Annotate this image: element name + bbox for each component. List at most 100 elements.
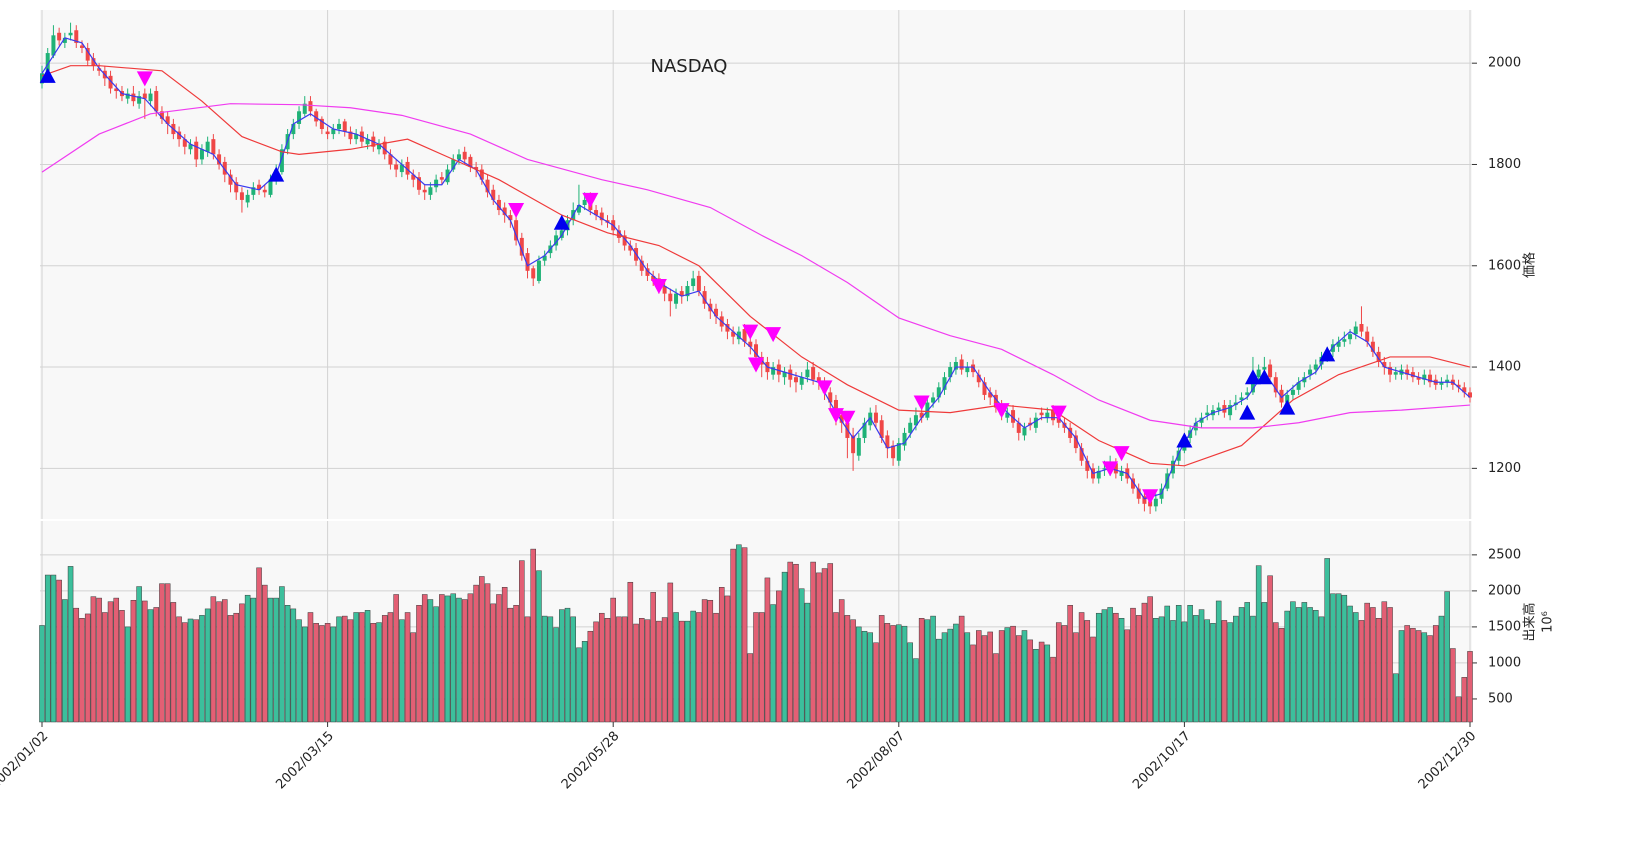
volume-bar	[1444, 591, 1450, 723]
candle-body	[1422, 374, 1427, 380]
candle-body	[297, 111, 302, 124]
y-tick-label: 2000	[1488, 583, 1521, 598]
volume-bar	[1078, 612, 1085, 723]
candle-body	[668, 293, 673, 302]
candle-body	[485, 179, 490, 193]
candle-body	[1290, 389, 1295, 395]
volume-bar	[479, 576, 485, 723]
sell-signal	[1113, 446, 1130, 462]
volume-bar	[239, 603, 245, 723]
volume-bar	[793, 563, 799, 723]
candle-body	[1245, 392, 1250, 395]
volume-bar	[1341, 594, 1348, 723]
candle-body	[182, 139, 187, 147]
candle-body	[685, 286, 690, 297]
candle-body	[1456, 384, 1461, 388]
y-tick-label: 1500	[1488, 619, 1521, 634]
volume-bar	[336, 616, 342, 723]
volume-bar	[1301, 602, 1308, 723]
candle-body	[1142, 496, 1147, 504]
candle-body	[714, 308, 719, 317]
volume-bar	[364, 610, 371, 723]
candle-body	[1176, 450, 1181, 461]
candle-body	[988, 392, 993, 398]
candle-body	[1376, 351, 1381, 362]
candle-body	[262, 189, 267, 193]
sell-signal	[582, 192, 599, 208]
volume-bar	[833, 612, 839, 723]
candle-body	[1439, 382, 1444, 385]
volume-bar	[1250, 615, 1256, 723]
volume-bar	[393, 594, 399, 723]
volume-bar	[216, 601, 222, 723]
volume-bar	[661, 617, 668, 723]
candle-body	[222, 161, 227, 175]
volume-bar	[381, 615, 388, 723]
candle-body	[1336, 341, 1341, 347]
volume-bar	[507, 607, 514, 723]
candle-body	[194, 141, 199, 160]
volume-bar	[821, 568, 828, 723]
candle-body	[811, 367, 816, 380]
volume-bar	[1015, 635, 1022, 723]
volume-bar	[953, 623, 959, 723]
volume-bar	[524, 616, 531, 723]
volume-bar	[621, 616, 628, 723]
candle-body	[62, 37, 67, 43]
candle-body	[1416, 377, 1421, 380]
volume-bar	[307, 612, 314, 723]
volume-bar	[1255, 565, 1262, 723]
volume-bar	[84, 613, 91, 723]
volume-bar	[1290, 601, 1296, 723]
candle-body	[839, 415, 844, 423]
volume-bar	[324, 623, 331, 723]
volume-bar	[204, 608, 211, 723]
y-tick-label: 2500	[1488, 547, 1521, 562]
candle-body	[325, 131, 330, 135]
y-axis-label: 価格	[1522, 252, 1538, 278]
candle-body	[91, 58, 96, 66]
volume-bar	[39, 625, 45, 723]
volume-bar	[490, 603, 497, 723]
volume-bar	[50, 574, 57, 723]
candle-body	[662, 286, 667, 294]
candle-body	[1313, 364, 1318, 370]
candle-body	[228, 174, 233, 185]
volume-bar	[1364, 602, 1370, 723]
candle-body	[234, 182, 239, 193]
candle-body	[554, 235, 559, 246]
volume-bar	[73, 607, 80, 723]
candle-body	[1359, 324, 1364, 332]
volume-bar	[690, 610, 696, 723]
candle-body	[1256, 369, 1261, 378]
candle-body	[508, 215, 513, 221]
volume-bar	[576, 647, 582, 723]
volume-bar	[1055, 622, 1062, 723]
candle-body	[748, 341, 753, 347]
volume-bar	[838, 599, 845, 723]
candle-body	[1073, 435, 1078, 449]
candle-body	[394, 164, 399, 170]
volume-bar	[1421, 632, 1428, 723]
volume-bar	[450, 593, 457, 723]
candle-body	[1005, 412, 1010, 418]
volume-bar	[1284, 610, 1290, 723]
candle-body	[1068, 427, 1073, 438]
buy-signal	[1256, 369, 1273, 385]
volume-bar	[124, 626, 131, 723]
volume-bar	[416, 605, 422, 723]
candle-body	[342, 121, 347, 132]
volume-bar	[250, 597, 257, 723]
candle-body	[1462, 387, 1467, 393]
volume-bar	[159, 583, 165, 723]
volume-bar	[1233, 615, 1239, 723]
candle-body	[1102, 468, 1107, 470]
buy-signal	[1176, 432, 1193, 448]
volume-bar	[467, 593, 474, 723]
volume-bar	[1438, 615, 1445, 723]
candle-body	[828, 392, 833, 403]
volume-bar	[753, 612, 759, 723]
volume-bar	[1004, 627, 1011, 723]
x-tick-label: 2002/12/30	[1416, 729, 1480, 793]
